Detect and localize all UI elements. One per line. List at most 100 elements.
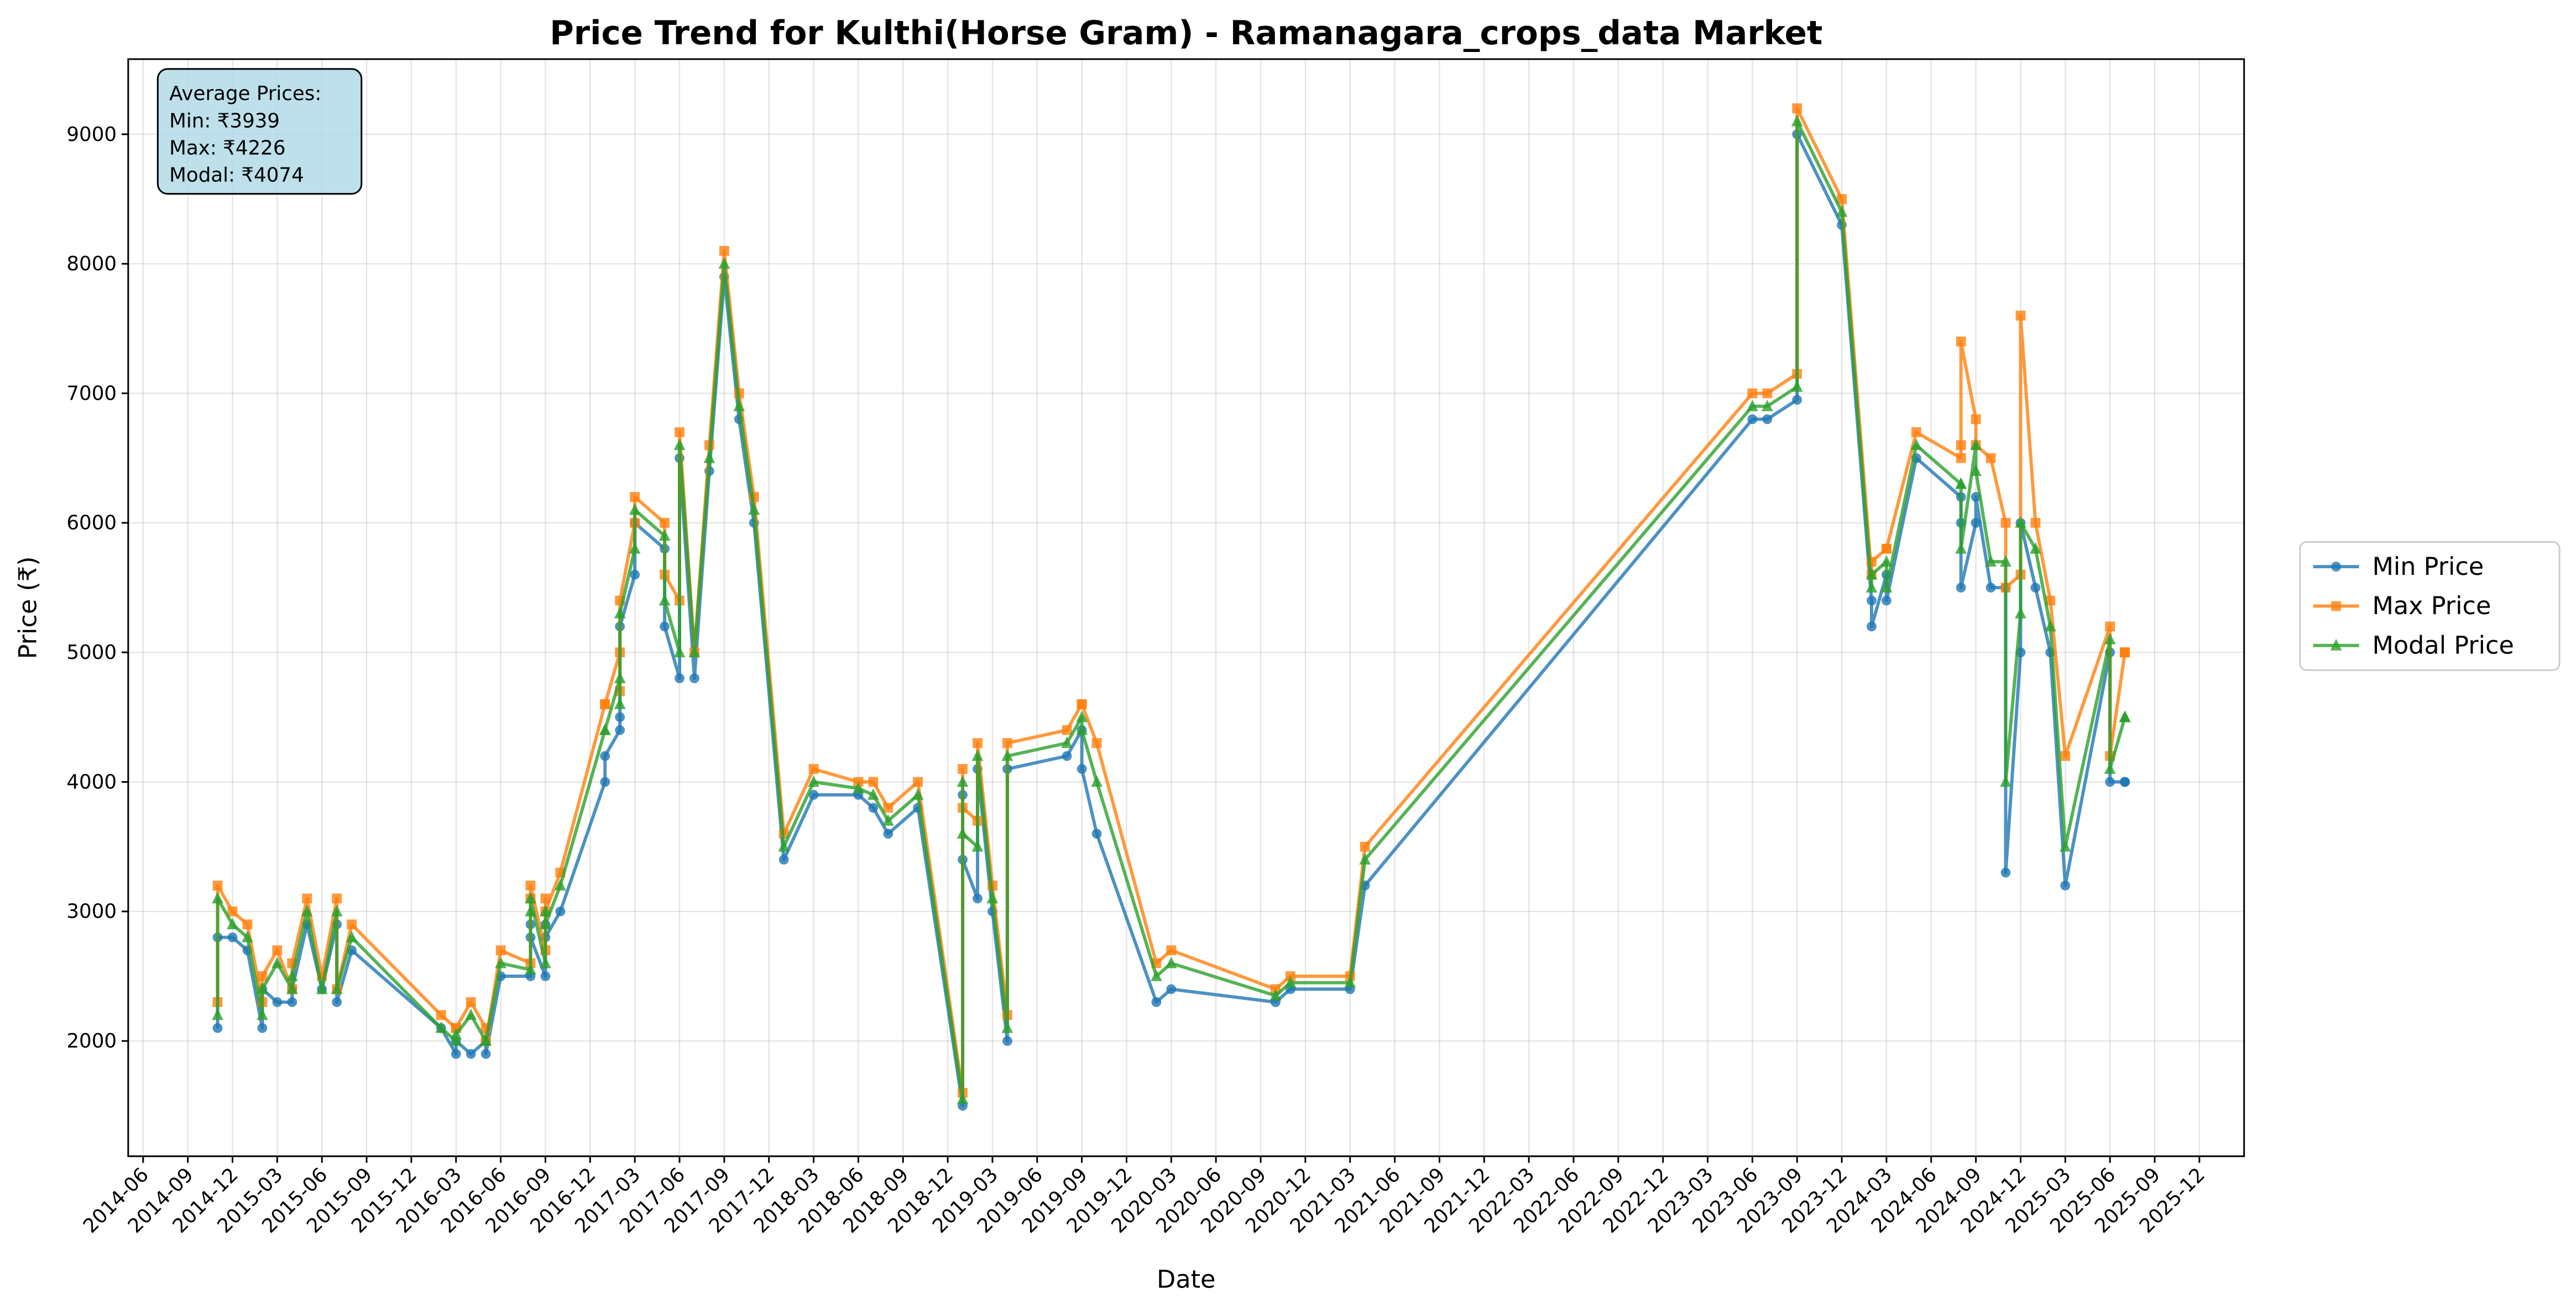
marker: [688, 646, 701, 658]
marker: [675, 673, 685, 683]
marker: [883, 829, 893, 839]
marker: [2044, 620, 2056, 632]
marker: [1001, 1021, 1013, 1033]
annotation-text: Modal: ₹4074: [169, 164, 304, 186]
marker: [1791, 380, 1803, 392]
marker: [1165, 956, 1177, 968]
marker: [1955, 477, 1967, 489]
marker: [1985, 555, 1997, 567]
marker: [986, 892, 999, 904]
marker: [436, 1010, 446, 1020]
marker: [2105, 621, 2115, 632]
marker: [808, 775, 819, 787]
marker: [1002, 1036, 1012, 1046]
annotation-box: [156, 68, 363, 195]
marker: [2015, 311, 2026, 321]
y-tick-label: 6000: [66, 512, 117, 535]
marker: [2000, 517, 2011, 528]
marker: [689, 673, 699, 683]
marker: [630, 492, 640, 502]
marker: [540, 918, 551, 930]
marker: [660, 517, 670, 528]
marker: [257, 1023, 268, 1033]
marker: [1076, 710, 1088, 722]
marker: [212, 1023, 223, 1033]
marker: [1062, 725, 1072, 735]
marker: [1971, 517, 1981, 528]
marker: [973, 738, 983, 748]
marker: [1836, 205, 1848, 217]
marker: [525, 881, 536, 891]
marker: [242, 930, 253, 943]
y-tick-label: 5000: [66, 641, 117, 664]
marker: [659, 594, 671, 606]
marker: [629, 542, 641, 554]
marker: [1867, 595, 1877, 606]
marker: [2030, 542, 2041, 554]
plot-frame: [127, 58, 2245, 1158]
marker: [1970, 464, 1982, 477]
marker: [257, 982, 268, 994]
marker: [883, 803, 893, 813]
marker: [1956, 453, 1966, 463]
marker: [466, 997, 476, 1007]
annotation-text: Min: ₹3939: [169, 109, 280, 132]
marker: [316, 982, 328, 994]
marker: [1970, 438, 1982, 451]
marker: [971, 749, 984, 761]
marker: [227, 906, 238, 917]
marker: [1151, 997, 1162, 1007]
marker: [748, 503, 760, 515]
marker: [242, 919, 253, 930]
legend-label: Modal Price: [2372, 631, 2514, 660]
series-line: [216, 132, 2125, 1108]
marker: [212, 892, 223, 904]
marker: [2060, 751, 2071, 761]
marker: [332, 893, 342, 904]
marker: [480, 1049, 491, 1059]
legend-label: Max Price: [2372, 591, 2491, 620]
marker: [2015, 606, 2026, 619]
marker: [2000, 555, 2011, 567]
marker: [1791, 114, 1803, 127]
marker: [2045, 595, 2056, 606]
marker: [913, 777, 923, 787]
marker: [868, 777, 879, 787]
marker: [718, 257, 730, 269]
marker: [973, 893, 983, 904]
marker: [808, 764, 819, 774]
y-tick-label: 7000: [66, 382, 117, 405]
marker: [1761, 400, 1773, 411]
marker: [1910, 438, 1922, 451]
marker: [1166, 945, 1177, 956]
marker: [1880, 581, 1893, 593]
marker: [2331, 562, 2342, 572]
marker: [614, 672, 626, 683]
marker: [286, 982, 298, 994]
marker: [525, 892, 536, 904]
marker: [1792, 103, 1802, 113]
marker: [1284, 976, 1297, 988]
marker: [2000, 775, 2011, 787]
grid: [128, 59, 2244, 1156]
marker: [525, 963, 536, 975]
marker: [1762, 388, 1773, 399]
y-tick-label: 3000: [66, 900, 117, 923]
marker: [495, 945, 506, 956]
marker: [1001, 749, 1013, 761]
marker: [2000, 867, 2011, 878]
marker: [615, 712, 625, 722]
legend-box: [2299, 541, 2561, 671]
marker: [2120, 647, 2130, 658]
marker: [346, 930, 358, 943]
annotation: Average Prices: Min: ₹3939 Max: ₹4226 Modal…: [156, 68, 363, 195]
marker: [480, 1034, 492, 1046]
marker: [1867, 621, 1877, 632]
marker: [450, 1028, 462, 1040]
marker: [257, 1008, 268, 1020]
marker: [1746, 400, 1758, 411]
marker: [808, 790, 819, 800]
marker: [2119, 710, 2131, 722]
marker: [2030, 583, 2041, 593]
marker: [1956, 583, 1966, 593]
